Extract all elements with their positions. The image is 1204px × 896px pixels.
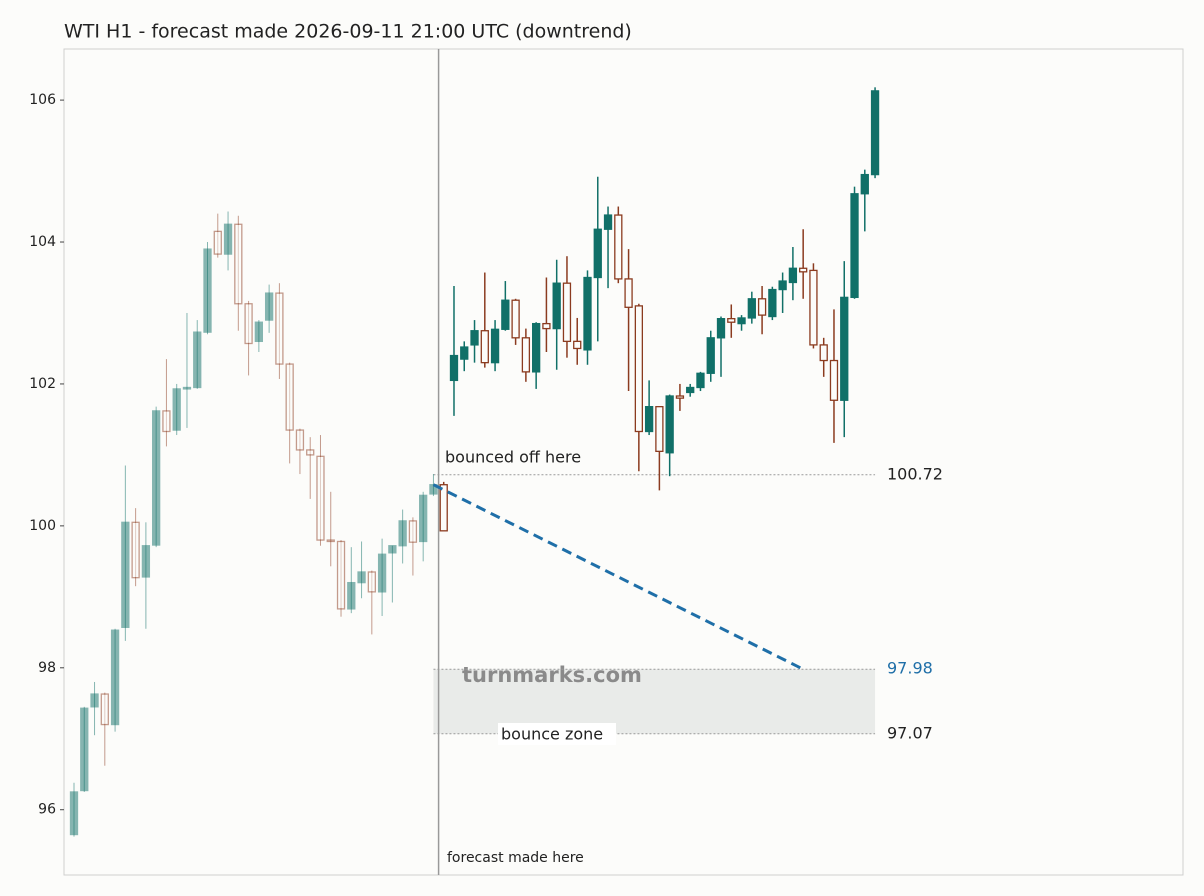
- candle-body: [634, 305, 643, 433]
- candle-body: [552, 282, 561, 330]
- candle-body: [603, 214, 613, 230]
- chart-title: WTI H1 - forecast made 2026-09-11 21:00 …: [64, 21, 632, 43]
- candle-body: [234, 223, 243, 305]
- candle-body: [439, 484, 448, 532]
- candle-body: [316, 455, 325, 541]
- candle-body: [254, 321, 264, 343]
- candle-body: [686, 386, 695, 394]
- candle-body: [90, 693, 99, 708]
- candle-body: [264, 292, 274, 321]
- candle-body: [141, 545, 151, 578]
- candle-body: [357, 571, 366, 584]
- watermark: turnmarks.com: [462, 663, 642, 687]
- candle-body: [850, 193, 859, 299]
- candle-body: [819, 344, 828, 362]
- candle-body: [799, 267, 808, 273]
- y-tick-label: 98: [38, 660, 56, 676]
- candle-body: [706, 337, 715, 374]
- level-label: 97.07: [887, 723, 933, 742]
- candle-body: [860, 173, 869, 195]
- candle-body: [121, 521, 130, 628]
- candle-body: [840, 296, 849, 401]
- candle-body: [675, 395, 685, 399]
- candle-body: [624, 278, 633, 308]
- candle-body: [644, 405, 654, 433]
- candle-body: [501, 299, 510, 330]
- candle-body: [542, 322, 551, 330]
- candle-body: [131, 521, 140, 579]
- candle-body: [747, 298, 756, 319]
- candle-body: [655, 405, 664, 453]
- y-tick-label: 100: [29, 518, 56, 534]
- candle-body: [80, 707, 89, 792]
- candle-body: [326, 539, 335, 543]
- candle-body: [480, 330, 489, 364]
- candle-body: [737, 317, 746, 325]
- plot-area: [63, 48, 1184, 876]
- candle-body: [460, 346, 469, 360]
- y-tick-label: 102: [29, 376, 56, 392]
- candle-body: [490, 328, 500, 364]
- candle-body: [419, 494, 428, 543]
- candle-body: [285, 363, 294, 431]
- annotation: forecast made here: [447, 850, 584, 866]
- annotation-bg: [498, 723, 616, 745]
- candle-body: [778, 280, 787, 291]
- candle-body: [562, 282, 572, 343]
- candle-body: [347, 581, 356, 610]
- forecast-path: [432, 483, 804, 671]
- candle-body: [511, 299, 520, 339]
- candle-body: [69, 791, 79, 836]
- candle-body: [388, 545, 397, 554]
- candle-body: [870, 90, 880, 176]
- candle-body: [614, 214, 623, 280]
- candle-body: [193, 331, 202, 389]
- candle-body: [408, 520, 418, 543]
- y-tick-label: 104: [29, 234, 56, 250]
- candle-body: [182, 386, 192, 390]
- candle-body: [583, 276, 592, 351]
- candle-body: [223, 223, 233, 255]
- annotation: bounced off here: [445, 448, 581, 467]
- candle-body: [203, 248, 212, 333]
- candle-body: [275, 292, 284, 365]
- candle-body: [470, 330, 479, 346]
- y-tick-label: 106: [29, 92, 56, 108]
- candle-body: [398, 520, 407, 547]
- candle-body: [665, 395, 674, 454]
- y-tick-label: 96: [38, 802, 56, 818]
- candle-body: [716, 318, 726, 339]
- candle-body: [573, 340, 582, 350]
- candle-body: [377, 553, 387, 593]
- candle-body: [532, 322, 541, 373]
- candle-body: [829, 359, 839, 401]
- candle-body: [244, 303, 253, 345]
- candle-body: [696, 372, 705, 389]
- candle-body: [757, 298, 767, 316]
- level-label: 97.98: [887, 659, 933, 678]
- candle-body: [172, 388, 181, 431]
- level-label: 100.72: [887, 464, 943, 483]
- candle-body: [521, 337, 531, 373]
- candle-body: [110, 629, 120, 726]
- candle-body: [213, 230, 222, 255]
- candle-body: [367, 571, 376, 593]
- candle-body: [162, 410, 171, 433]
- candle-body: [788, 267, 798, 284]
- candle-body: [449, 354, 459, 382]
- candle-body: [768, 288, 777, 318]
- annotation: bounce zone: [501, 725, 603, 744]
- candle-body: [152, 410, 161, 546]
- candle-body: [306, 449, 315, 456]
- candle-body: [727, 318, 736, 323]
- candle-body: [100, 693, 109, 726]
- candle-body: [809, 269, 818, 346]
- candle-body: [336, 540, 346, 610]
- candle-body: [295, 429, 305, 451]
- candle-body: [593, 228, 602, 279]
